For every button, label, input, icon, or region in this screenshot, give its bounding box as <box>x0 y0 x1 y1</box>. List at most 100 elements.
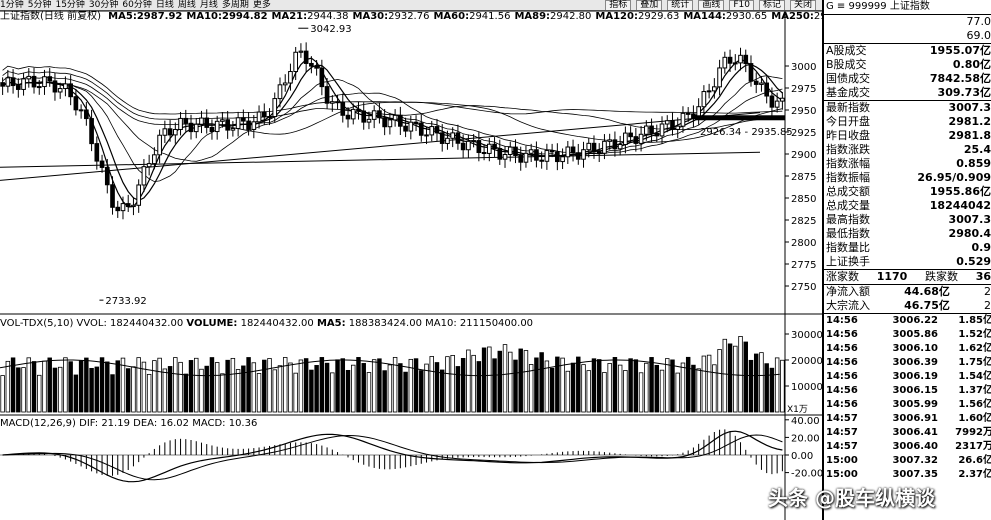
volume-bar <box>445 356 450 413</box>
tick-row[interactable]: 14:57 3006.40 2317万 <box>824 440 991 454</box>
tick-row[interactable]: 14:56 3006.39 1.75亿 <box>824 356 991 370</box>
tick-row[interactable]: 14:56 3006.10 1.62亿 <box>824 342 991 356</box>
quote-panel: G ≡ 999999 上证指数 77.0 69.0 A股成交 1955.07亿 B股… <box>822 0 991 520</box>
ma-label-8: MA250: <box>771 11 814 22</box>
candle-body <box>581 149 586 160</box>
flows-label: 净流入额 <box>826 285 870 298</box>
volume-bar <box>188 360 194 413</box>
toolbar-button-3[interactable]: 画线 <box>698 0 725 10</box>
tick-row[interactable]: 15:00 3007.35 2.37亿 <box>824 468 991 482</box>
candle-body <box>199 117 204 125</box>
candle-body <box>220 119 225 122</box>
top-value-2: 69.0 <box>966 29 991 42</box>
volume-bar <box>230 357 236 413</box>
period-button-9[interactable]: 更多 <box>252 0 271 10</box>
volume-bar <box>57 366 63 413</box>
volume-bar <box>607 363 612 413</box>
advance-decline-row: 涨家数 1170 跌家数 36 <box>826 270 991 283</box>
tick-vol: 1.62亿 <box>958 343 991 354</box>
volume-bar <box>471 354 476 413</box>
period-button-8[interactable]: 多周期 <box>221 0 249 10</box>
candlestick-chart[interactable]: 3000 2975 2950 2925 2900 2875 2850 2825 2800 2775… <box>0 0 822 520</box>
toolbar-button-5[interactable]: 标记 <box>758 0 785 10</box>
period-button-1[interactable]: 5分钟 <box>27 0 52 10</box>
flows-value: 44.68亿 <box>904 285 950 298</box>
resistance-band <box>695 115 785 121</box>
tick-price: 3006.39 <box>892 357 938 368</box>
tick-row[interactable]: 14:56 3006.22 1.85亿 <box>824 314 991 328</box>
stats-row: 最新指数 3007.3 <box>824 101 991 115</box>
volume-bar <box>706 354 712 413</box>
volume-bar <box>555 356 560 413</box>
candle-body <box>706 90 712 93</box>
tick-row[interactable]: 14:57 3006.41 7992万 <box>824 426 991 440</box>
toolbar-button-0[interactable]: 指标 <box>605 0 632 10</box>
volume-bar <box>413 358 419 413</box>
stats-value: 0.529 <box>956 255 991 268</box>
tick-price: 3005.99 <box>892 399 938 410</box>
stats-value: 18244042 <box>929 199 991 212</box>
flows-extra: 2 <box>983 299 991 312</box>
tick-row[interactable]: 14:56 3005.99 1.56亿 <box>824 398 991 412</box>
candle-body <box>455 132 461 144</box>
volume-bar <box>738 336 743 413</box>
tick-row[interactable]: 14:56 3006.15 1.37亿 <box>824 384 991 398</box>
volume-bar <box>659 369 665 413</box>
volume-bar <box>670 359 675 413</box>
volume-tick-label: 10000 <box>791 382 822 393</box>
tick-row[interactable]: 15:00 3007.32 26.6亿 <box>824 454 991 468</box>
stats-value: 2981.2 <box>948 115 991 128</box>
macd-legend: MACD(12,26,9) DIF: 21.19 DEA: 16.02 MACD… <box>0 418 257 430</box>
chart-title: 上证指数(日线 前复权) <box>0 11 101 22</box>
tick-time: 14:56 <box>826 357 858 368</box>
ma-value-2: 2944.38 <box>307 11 349 22</box>
period-button-5[interactable]: 日线 <box>155 0 174 10</box>
candle-body <box>732 62 738 65</box>
tick-row[interactable]: 14:56 3005.86 1.52亿 <box>824 328 991 342</box>
candle-body <box>424 134 429 137</box>
candle-body <box>125 203 131 208</box>
toolbar-button-4[interactable]: F10 <box>729 0 754 10</box>
volume-bar <box>209 357 215 413</box>
candle-body <box>460 142 466 151</box>
stats-value: 3007.3 <box>948 213 991 226</box>
volume-bar <box>377 358 382 413</box>
candle-body <box>63 83 68 90</box>
tick-vol: 1.75亿 <box>958 357 991 368</box>
moving-average-line <box>2 57 783 208</box>
candle-body <box>335 101 340 104</box>
candle-body <box>298 50 304 53</box>
period-button-2[interactable]: 15分钟 <box>55 0 85 10</box>
volume-bar <box>460 357 466 413</box>
toolbar-button-1[interactable]: 叠加 <box>636 0 663 10</box>
volume-bar <box>256 373 262 413</box>
volume-bar <box>356 357 361 413</box>
toolbar-button-2[interactable]: 统计 <box>667 0 694 10</box>
candle-body <box>727 56 733 64</box>
period-button-4[interactable]: 60分钟 <box>122 0 152 10</box>
volume-bar <box>267 358 272 413</box>
candle-body <box>398 114 403 127</box>
volume-bar <box>638 372 644 413</box>
candle-body <box>319 67 325 88</box>
candle-body <box>167 128 173 136</box>
tick-list[interactable]: 14:56 3006.22 1.85亿 14:56 3005.86 1.52亿 14:56 3… <box>824 314 991 482</box>
period-button-0[interactable]: 1分钟 <box>0 0 24 10</box>
volume-bar <box>167 366 173 413</box>
candle-body <box>575 152 581 160</box>
period-button-6[interactable]: 周线 <box>177 0 196 10</box>
volume-bar <box>780 359 785 413</box>
volume-bar <box>361 363 366 413</box>
tick-row[interactable]: 14:56 3006.19 1.54亿 <box>824 370 991 384</box>
volume-bar <box>246 357 251 413</box>
candle-body <box>89 118 94 145</box>
period-button-7[interactable]: 月线 <box>199 0 218 10</box>
volume-bar <box>513 359 518 413</box>
toolbar-button-6[interactable]: 关闭 <box>789 0 816 10</box>
volume-bar <box>235 369 241 413</box>
volume-bar <box>162 368 168 413</box>
tick-row[interactable]: 14:57 3006.91 1.60亿 <box>824 412 991 426</box>
candle-body <box>246 120 251 130</box>
moving-average-line <box>2 63 783 202</box>
period-button-3[interactable]: 30分钟 <box>88 0 119 10</box>
